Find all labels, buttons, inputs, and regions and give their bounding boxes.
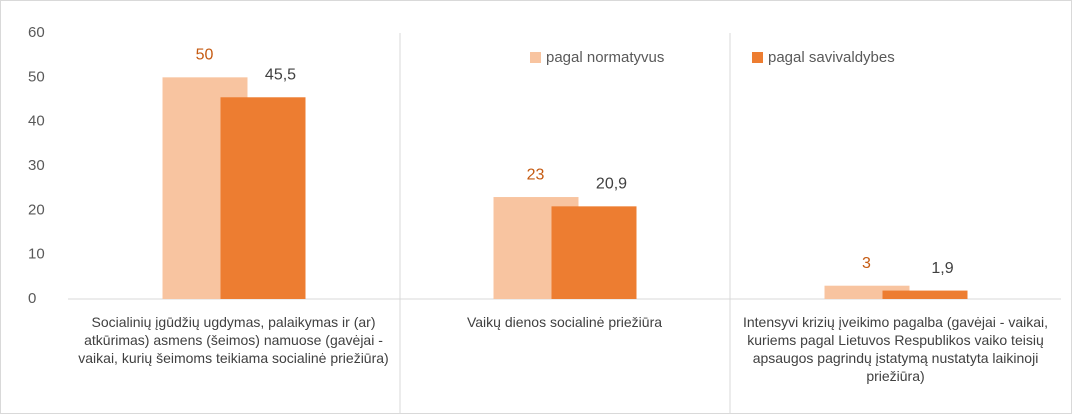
y-tick-label: 60: [28, 24, 45, 41]
data-label: 45,5: [265, 67, 296, 84]
y-tick-label: 40: [28, 113, 45, 130]
y-tick-label: 50: [28, 68, 45, 85]
bar: [220, 97, 306, 300]
y-tick-label: 30: [28, 157, 45, 174]
x-tick-label: Intensyvi krizių įveikimo pagalba (gavėj…: [742, 314, 1049, 384]
y-tick-label: 20: [28, 201, 45, 218]
data-label: 20,9: [596, 176, 627, 193]
x-tick-label: Vaikų dienos socialinė priežiūra: [466, 314, 663, 330]
data-label: 1,9: [931, 260, 953, 277]
legend-label: pagal normatyvus: [546, 49, 664, 66]
data-label: 23: [527, 166, 545, 183]
legend-swatch: [752, 52, 763, 63]
data-label: 50: [196, 47, 214, 64]
y-tick-label: 0: [28, 290, 36, 307]
legend-swatch: [530, 52, 541, 63]
legend-label: pagal savivaldybes: [768, 49, 895, 66]
x-tick-label: Socialinių įgūdžių ugdymas, palaikymas i…: [78, 314, 389, 366]
y-tick-label: 10: [28, 246, 45, 263]
data-label: 3: [862, 255, 871, 272]
bar: [551, 206, 637, 299]
bar: [882, 290, 968, 299]
